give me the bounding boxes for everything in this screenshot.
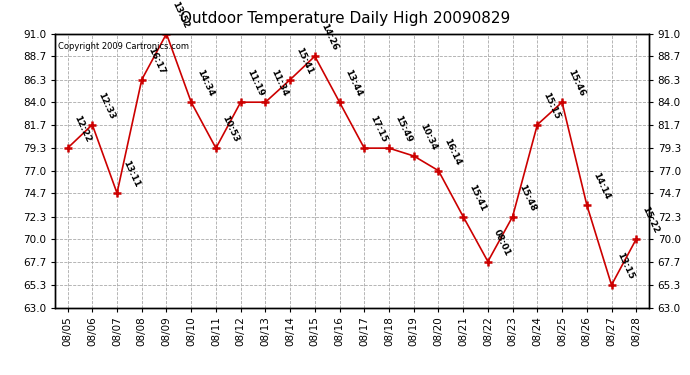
Text: 15:48: 15:48 <box>517 183 537 212</box>
Text: 14:34: 14:34 <box>195 68 216 98</box>
Text: 10:53: 10:53 <box>220 114 240 144</box>
Text: 11:34: 11:34 <box>270 68 290 98</box>
Text: 15:15: 15:15 <box>542 91 562 120</box>
Text: 17:15: 17:15 <box>368 114 388 144</box>
Text: 14:26: 14:26 <box>319 22 339 52</box>
Text: 11:19: 11:19 <box>245 68 265 98</box>
Text: 13:52: 13:52 <box>170 0 191 30</box>
Text: 15:22: 15:22 <box>640 205 660 235</box>
Text: 15:41: 15:41 <box>467 183 488 212</box>
Text: 16:14: 16:14 <box>442 136 463 166</box>
Text: Outdoor Temperature Daily High 20090829: Outdoor Temperature Daily High 20090829 <box>180 11 510 26</box>
Text: 12:33: 12:33 <box>97 91 117 120</box>
Text: 08:01: 08:01 <box>492 228 512 257</box>
Text: 13:15: 13:15 <box>615 251 636 281</box>
Text: 15:49: 15:49 <box>393 114 413 144</box>
Text: 13:44: 13:44 <box>344 68 364 98</box>
Text: 12:22: 12:22 <box>72 114 92 144</box>
Text: 13:11: 13:11 <box>121 159 141 189</box>
Text: 15:46: 15:46 <box>566 68 586 98</box>
Text: Copyright 2009 Cartronics.com: Copyright 2009 Cartronics.com <box>58 42 189 51</box>
Text: 14:14: 14:14 <box>591 171 611 201</box>
Text: 10:34: 10:34 <box>418 122 438 152</box>
Text: 15:41: 15:41 <box>294 46 315 75</box>
Text: 16:17: 16:17 <box>146 46 166 75</box>
